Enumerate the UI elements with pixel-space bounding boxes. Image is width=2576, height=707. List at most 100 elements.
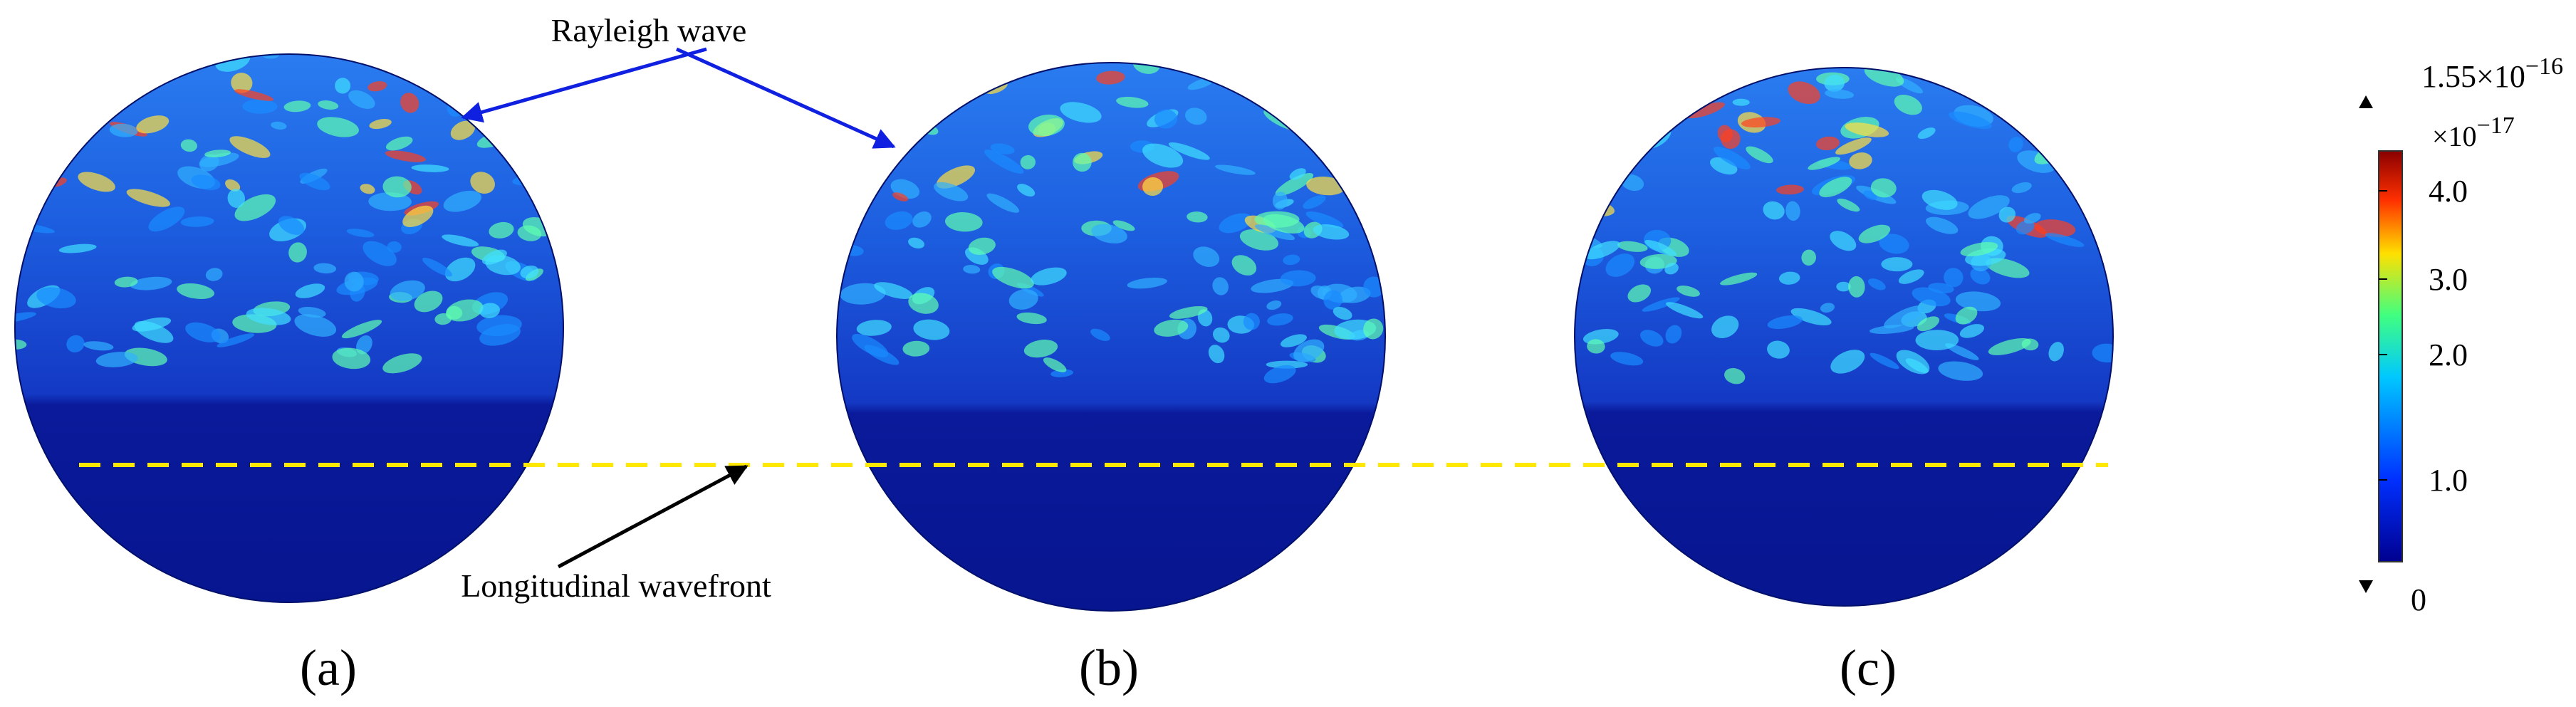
wave-blob	[332, 347, 371, 370]
wave-blob	[1788, 81, 1820, 105]
wave-blob	[1597, 69, 1625, 81]
wave-blob	[489, 221, 514, 239]
wave-blob	[1293, 105, 1317, 117]
wave-blob	[934, 182, 969, 201]
wave-blob	[369, 119, 392, 130]
wave-blob	[1870, 352, 1899, 370]
wave-blob	[85, 64, 115, 78]
wave-blob	[134, 320, 174, 343]
wave-blob	[83, 341, 114, 351]
tick-label: 4.0	[2429, 174, 2468, 209]
wave-blob	[856, 320, 892, 336]
wave-blob	[476, 315, 522, 337]
wave-blob	[1043, 357, 1067, 372]
wave-blob	[1763, 201, 1785, 220]
wave-blob	[446, 305, 463, 320]
wave-blob	[1016, 312, 1047, 325]
wave-blob	[191, 174, 221, 191]
wave-blob	[1835, 137, 1872, 155]
wave-blob	[908, 237, 925, 248]
wave-blob	[845, 184, 867, 206]
wave-blob	[1263, 214, 1305, 234]
wave-blob	[1116, 96, 1149, 108]
wave-blob	[1917, 316, 1940, 332]
wave-blob	[36, 287, 76, 309]
wave-blob	[2100, 92, 2113, 110]
wave-blob	[838, 231, 852, 247]
wave-blob	[341, 320, 382, 339]
wave-blob	[1767, 315, 1803, 329]
wave-blob	[2045, 233, 2085, 247]
wave-blob	[1945, 343, 1979, 360]
wave-blob	[1949, 111, 1992, 130]
wave-blob	[837, 208, 848, 227]
wave-blob	[1023, 340, 1058, 358]
wave-blob	[1785, 201, 1800, 221]
wave-blob	[950, 63, 967, 74]
wave-blob	[217, 333, 255, 347]
wave-blob	[1724, 367, 1746, 384]
wave-blob	[2006, 93, 2021, 102]
wave-blob	[892, 192, 909, 201]
wave-blob	[1313, 224, 1350, 240]
wave-blob	[204, 150, 231, 157]
wave-blob	[1263, 365, 1296, 384]
wave-blob	[225, 179, 241, 192]
wave-blob	[552, 217, 563, 233]
wave-blob	[1746, 146, 1773, 164]
wave-blob	[1938, 361, 1983, 381]
wave-blob	[177, 283, 214, 299]
wave-blob	[27, 91, 43, 103]
wave-blob	[2011, 182, 2032, 194]
wave-blob	[1267, 313, 1293, 326]
wave-blob	[1028, 114, 1065, 136]
wave-blob	[1849, 152, 1872, 169]
wave-blob	[840, 283, 886, 305]
wave-blob	[1988, 338, 2031, 355]
wave-blob	[242, 99, 278, 114]
wave-blob	[1142, 177, 1164, 197]
wave-blob	[1790, 308, 1832, 326]
wave-blob	[43, 79, 81, 97]
wave-blob	[1998, 206, 2016, 223]
wave-blob	[109, 56, 138, 72]
wave-blob	[1685, 102, 1725, 119]
wave-blob	[109, 123, 138, 137]
wave-blob	[1917, 127, 1936, 140]
wave-blob	[1666, 302, 1704, 319]
wave-blob	[2010, 106, 2055, 124]
wave-blob	[231, 73, 253, 93]
wave-blob	[2023, 104, 2060, 120]
wave-blob	[1944, 268, 1964, 288]
wave-blob	[1955, 291, 2001, 312]
wave-blob	[470, 172, 495, 194]
wave-blob	[1915, 330, 1959, 350]
wave-blob	[382, 176, 412, 198]
wave-blob	[66, 335, 85, 353]
wave-blob	[1215, 164, 1256, 175]
wave-blob	[970, 63, 1010, 76]
wave-blob	[1185, 108, 1207, 125]
wave-blob	[1280, 270, 1316, 287]
wave-blob	[1967, 78, 1982, 90]
wave-blob	[1208, 345, 1225, 364]
wave-blob	[1306, 177, 1346, 196]
wave-blob	[870, 82, 897, 104]
wave-blob	[385, 136, 413, 151]
disk-outline	[836, 62, 1386, 612]
wave-blob	[494, 63, 530, 78]
wave-blob	[1096, 70, 1125, 85]
wave-blob	[1955, 306, 1978, 325]
wave-blob	[1318, 135, 1352, 145]
wave-blob	[2059, 124, 2082, 140]
wave-blob	[479, 303, 500, 318]
wave-blob	[402, 205, 434, 227]
wave-blob	[1836, 281, 1851, 292]
wave-blob	[1073, 152, 1092, 172]
wave-blob	[1031, 267, 1067, 286]
wave-blob	[1142, 143, 1184, 168]
wave-blob	[2087, 201, 2111, 221]
wave-blob	[531, 140, 563, 162]
wave-blob	[116, 56, 135, 72]
